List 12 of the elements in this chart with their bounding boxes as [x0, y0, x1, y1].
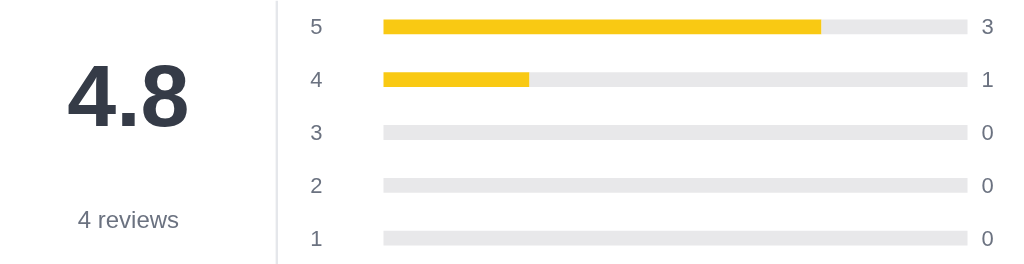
y-tick-label: 1 — [310, 225, 323, 251]
data-label: 1 — [981, 67, 994, 93]
data-label: 0 — [981, 172, 994, 198]
text: 4 reviews — [77, 206, 180, 234]
y-tick-label: 3 — [310, 120, 323, 145]
data-label: 0 — [981, 120, 994, 145]
data-label: 3 — [981, 14, 994, 40]
data-label: 0 — [981, 225, 994, 251]
text: 4.8 — [67, 46, 190, 146]
y-tick-label: 5 — [310, 14, 323, 40]
y-tick-label: 2 — [310, 172, 323, 198]
y-tick-label: 4 — [310, 67, 323, 93]
